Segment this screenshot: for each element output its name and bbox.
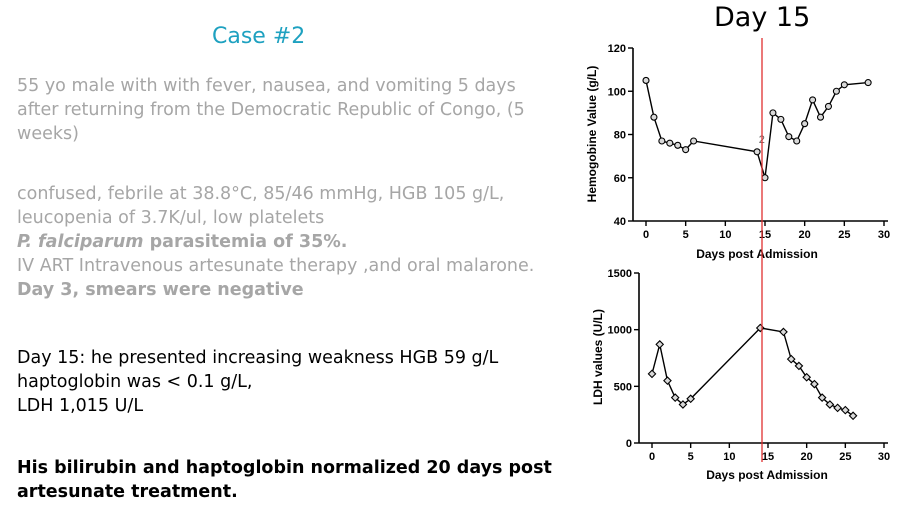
text-line: Day 15: he presented increasing weakness… bbox=[17, 348, 499, 368]
data-point bbox=[650, 113, 658, 121]
day15-label: Day 15 bbox=[714, 2, 811, 33]
data-point bbox=[824, 102, 833, 110]
case-findings: confused, febrile at 38.8°C, 85/46 mmHg,… bbox=[17, 182, 534, 302]
text-line: His bilirubin and haptoglobin normalized… bbox=[17, 458, 552, 478]
data-point bbox=[801, 120, 809, 128]
data-point bbox=[658, 137, 666, 145]
data-point bbox=[777, 115, 785, 123]
y-tick-label: 60 bbox=[614, 173, 626, 185]
text-line: LDH 1,015 U/L bbox=[17, 396, 144, 416]
text-line: Day 3, smears were negative bbox=[17, 280, 304, 300]
data-point bbox=[794, 361, 804, 371]
parasitemia-line: P. falciparum parasitemia of 35%. bbox=[17, 230, 534, 254]
x-tick-label: 0 bbox=[649, 451, 655, 463]
y-tick-label: 80 bbox=[614, 130, 626, 142]
hemoglobin-chart: 40 60 80 100 120 0 5 10 15 20 25 30 Days post Admiss… bbox=[585, 43, 890, 261]
slide-title: Case #2 bbox=[212, 24, 306, 49]
x-tick-label: 20 bbox=[799, 229, 811, 241]
x-tick-label: 5 bbox=[688, 451, 694, 463]
species-name: P. falciparum bbox=[17, 232, 144, 252]
data-point bbox=[786, 354, 796, 364]
data-point bbox=[840, 81, 848, 89]
data-point bbox=[785, 133, 793, 141]
y-axis-label: LDH values (U/L) bbox=[591, 309, 605, 405]
data-point bbox=[769, 109, 777, 117]
x-tick-label: 10 bbox=[723, 451, 735, 463]
text-line: weeks) bbox=[17, 124, 79, 144]
data-point bbox=[816, 113, 825, 121]
text-line: confused, febrile at 38.8°C, 85/46 mmHg,… bbox=[17, 184, 505, 204]
x-tick-label: 15 bbox=[762, 451, 774, 463]
data-point bbox=[655, 340, 665, 349]
text-line: 55 yo male with with fever, nausea, and … bbox=[17, 76, 516, 96]
x-tick-label: 30 bbox=[878, 451, 890, 463]
data-point bbox=[864, 79, 872, 87]
data-point bbox=[690, 137, 698, 145]
x-tick-label: 15 bbox=[759, 229, 771, 241]
data-point bbox=[848, 411, 858, 421]
data-point bbox=[663, 376, 672, 386]
data-point bbox=[833, 403, 842, 413]
case-intro: 55 yo male with with fever, nausea, and … bbox=[17, 74, 525, 146]
text-line: artesunate treatment. bbox=[17, 482, 238, 502]
data-point bbox=[761, 174, 769, 182]
x-axis-label: Days post Admission bbox=[696, 247, 818, 261]
data-point bbox=[670, 393, 680, 403]
data-point bbox=[825, 400, 835, 409]
y-tick-label: 120 bbox=[608, 43, 626, 55]
text-line: leucopenia of 3.7K/ul, low platelets bbox=[17, 208, 325, 228]
x-tick-label: 5 bbox=[683, 229, 689, 241]
data-point bbox=[793, 137, 801, 145]
y-tick-label: 500 bbox=[614, 381, 632, 393]
data-point bbox=[817, 393, 827, 403]
y-tick-label: 40 bbox=[614, 216, 626, 228]
x-tick-label: 0 bbox=[643, 229, 649, 241]
data-point bbox=[802, 372, 812, 382]
y-tick-label: 100 bbox=[608, 86, 626, 98]
data-point bbox=[840, 405, 850, 415]
data-point bbox=[809, 96, 817, 104]
y-tick-label: 0 bbox=[626, 438, 632, 450]
data-point bbox=[678, 400, 688, 409]
x-tick-label: 30 bbox=[878, 229, 890, 241]
conclusion: His bilirubin and haptoglobin normalized… bbox=[17, 456, 552, 504]
x-tick-label: 25 bbox=[838, 229, 850, 241]
y-axis-label: Hemogobine Value (g/L) bbox=[585, 66, 599, 203]
parasitemia-text: parasitemia of 35%. bbox=[143, 232, 348, 252]
data-point bbox=[682, 146, 690, 154]
y-tick-label: 1500 bbox=[608, 268, 632, 280]
ldh-chart: 0 500 1000 1500 0 5 10 15 20 25 30 Days post Admiss… bbox=[591, 268, 890, 482]
y-tick-label: 1000 bbox=[608, 325, 632, 337]
day15-findings: Day 15: he presented increasing weakness… bbox=[17, 346, 498, 418]
data-point bbox=[666, 139, 674, 147]
x-axis-label: Days post Admission bbox=[706, 468, 828, 482]
data-point bbox=[647, 369, 657, 379]
data-point bbox=[779, 327, 788, 337]
data-point bbox=[674, 141, 682, 149]
x-tick-label: 10 bbox=[719, 229, 731, 241]
x-tick-label: 25 bbox=[839, 451, 851, 463]
series-line bbox=[645, 80, 869, 178]
text-line: after returning from the Democratic Repu… bbox=[17, 100, 525, 120]
text-line: haptoglobin was < 0.1 g/L, bbox=[17, 372, 253, 392]
data-point bbox=[832, 87, 840, 95]
data-point bbox=[753, 148, 761, 156]
data-point bbox=[810, 379, 819, 389]
x-tick-label: 20 bbox=[801, 451, 813, 463]
data-point bbox=[686, 394, 696, 404]
text-line: IV ART Intravenous artesunate therapy ,a… bbox=[17, 256, 535, 276]
data-point bbox=[642, 76, 650, 84]
